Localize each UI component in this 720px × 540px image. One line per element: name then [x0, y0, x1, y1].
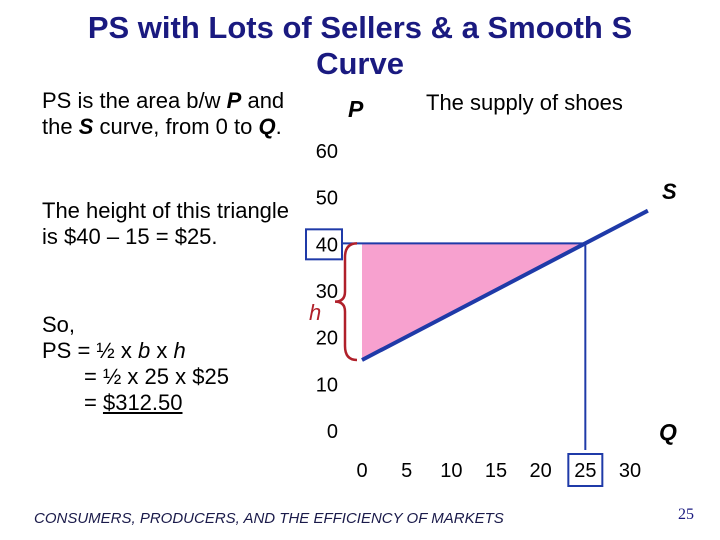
calc-step2: = ½ x 25 x $25	[84, 364, 229, 389]
x-tick-label: 20	[530, 460, 552, 482]
ps-definition-text: PS is the area b/w P and the S curve, fr…	[42, 88, 292, 140]
y-tick-label: 30	[316, 281, 338, 303]
ps-calculation: So, PS = ½ x b x h = ½ x 25 x $25 = $312…	[42, 312, 292, 416]
chart-subtitle: The supply of shoes	[426, 90, 623, 115]
formula-b: b	[138, 338, 151, 363]
height-text: The height of this triangle is $40 – 15 …	[42, 198, 290, 249]
x-tick-label: 10	[440, 460, 462, 482]
y-tick-label: 20	[316, 328, 338, 350]
y-tick-label: 40	[316, 234, 338, 256]
y-tick-label: 10	[316, 374, 338, 396]
formula-part: PS = ½ x	[42, 338, 138, 363]
definition-part: .	[275, 114, 282, 139]
footer-text: CONSUMERS, PRODUCERS, AND THE EFFICIENCY…	[34, 510, 504, 527]
quantity-tick-highlight	[567, 453, 604, 487]
step3-value: $312.50	[102, 390, 183, 415]
x-tick-label: 30	[619, 460, 641, 482]
height-brace	[334, 242, 358, 362]
step3-eq: =	[84, 390, 103, 415]
formula-part: x	[150, 338, 174, 363]
slide-title: PS with Lots of Sellers & a Smooth S Cur…	[87, 10, 633, 81]
x-axis-label: Q	[659, 419, 677, 445]
supply-curve-line	[361, 208, 649, 362]
definition-p: P	[226, 88, 242, 113]
height-label: h	[309, 300, 321, 325]
x-tick-label: 0	[356, 460, 367, 482]
y-axis-label: P	[348, 96, 364, 122]
definition-part: PS is the area b/w	[42, 88, 227, 113]
definition-part: and the	[42, 88, 285, 139]
definition-q: Q	[258, 114, 276, 139]
definition-part: curve, from 0 to	[93, 114, 259, 139]
page-number: 25	[678, 506, 694, 523]
x-tick-label: 5	[401, 460, 412, 482]
calc-formula: PS = ½ x b x h	[42, 338, 292, 364]
supply-curve-label: S	[662, 179, 677, 204]
y-tick-label: 0	[327, 421, 338, 443]
formula-h: h	[173, 338, 186, 363]
definition-s: S	[78, 114, 94, 139]
x-tick-label: 25	[574, 460, 596, 482]
price-tick-highlight	[305, 228, 343, 261]
calc-step3: = $312.50	[42, 390, 292, 416]
y-tick-label: 50	[316, 188, 338, 210]
x-tick-label: 15	[485, 460, 507, 482]
y-tick-label: 60	[316, 141, 338, 163]
calc-so: So,	[42, 312, 76, 337]
